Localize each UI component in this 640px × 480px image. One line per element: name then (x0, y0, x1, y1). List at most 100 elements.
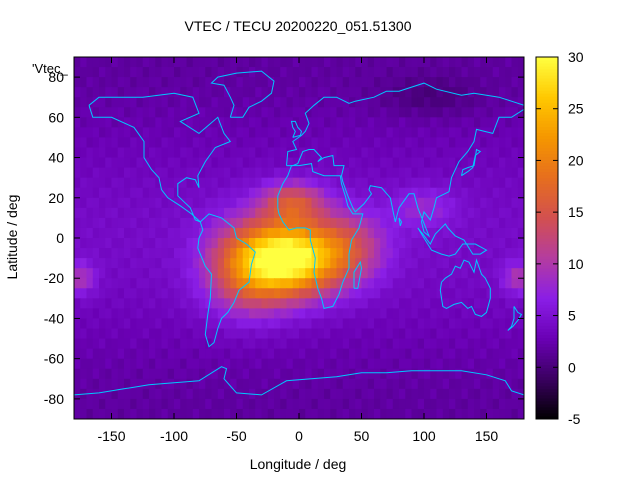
heatmap-cell (130, 308, 138, 320)
heatmap-cell (142, 278, 150, 289)
heatmap-cell (317, 157, 325, 169)
heatmap-cell (324, 308, 331, 320)
heatmap-cell (324, 137, 331, 149)
heatmap-cell (299, 67, 306, 78)
heatmap-cell (117, 398, 125, 410)
heatmap-cell (311, 308, 319, 320)
heatmap-cell (405, 117, 413, 128)
heatmap-cell (411, 77, 419, 88)
heatmap-cell (136, 408, 144, 419)
heatmap-cell (130, 147, 138, 159)
heatmap-cell (424, 408, 431, 419)
heatmap-cell (392, 207, 400, 219)
heatmap-cell (436, 67, 444, 78)
heatmap-cell (311, 318, 319, 330)
heatmap-cell (361, 167, 369, 179)
heatmap-cell (105, 388, 113, 400)
heatmap-cell (142, 248, 150, 259)
heatmap-cell (317, 398, 325, 410)
heatmap-cell (361, 378, 369, 390)
heatmap-cell (124, 197, 131, 209)
heatmap-cell (467, 167, 475, 179)
heatmap-cell (424, 177, 431, 189)
heatmap-cell (192, 348, 200, 360)
heatmap-cell (205, 217, 213, 229)
heatmap-cell (217, 348, 225, 360)
heatmap-cell (486, 177, 494, 189)
heatmap-cell (324, 358, 331, 370)
heatmap-cell (417, 378, 425, 390)
heatmap-cell (161, 308, 169, 320)
heatmap-cell (386, 408, 394, 419)
heatmap-cell (311, 187, 319, 199)
heatmap-cell (105, 227, 113, 239)
heatmap-cell (430, 408, 438, 419)
heatmap-cell (105, 348, 113, 360)
heatmap-cell (411, 167, 419, 179)
heatmap-cell (380, 197, 388, 209)
heatmap-cell (417, 288, 425, 299)
heatmap-cell (324, 328, 331, 340)
heatmap-cell (311, 77, 319, 88)
heatmap-cell (292, 167, 300, 179)
colorbar-segment (536, 171, 558, 176)
heatmap-cell (249, 348, 256, 360)
heatmap-cell (480, 117, 488, 128)
heatmap-cell (136, 67, 144, 78)
heatmap-cell (86, 197, 94, 209)
heatmap-cell (461, 298, 469, 309)
colorbar-segment (536, 153, 558, 158)
heatmap-cell (399, 127, 406, 139)
heatmap-cell (449, 258, 456, 269)
heatmap-cell (136, 57, 144, 68)
heatmap-cell (99, 97, 106, 108)
heatmap-cell (261, 67, 269, 78)
heatmap-cell (361, 137, 369, 149)
heatmap-cell (336, 298, 344, 309)
heatmap-cell (205, 107, 213, 118)
heatmap-cell (255, 328, 263, 340)
heatmap-cell (367, 87, 375, 98)
heatmap-cell (267, 358, 275, 370)
heatmap-cell (192, 368, 200, 380)
heatmap-cell (317, 288, 325, 299)
heatmap-cell (180, 408, 188, 419)
heatmap-cell (511, 248, 519, 259)
heatmap-cell (149, 77, 156, 88)
heatmap-cell (292, 127, 300, 139)
heatmap-cell (205, 197, 213, 209)
heatmap-cell (267, 137, 275, 149)
heatmap-cell (436, 107, 444, 118)
colorbar-segment (536, 283, 558, 287)
heatmap-cell (505, 207, 513, 219)
heatmap-cell (136, 197, 144, 209)
heatmap-cell (324, 227, 331, 239)
coastline-australia (439, 258, 491, 317)
heatmap-cell (380, 177, 388, 189)
heatmap-cell (205, 57, 213, 68)
colorbar-segment (536, 144, 558, 148)
colorbar-segment (536, 105, 558, 109)
heatmap-cell (274, 348, 281, 360)
heatmap-cell (92, 197, 100, 209)
heatmap-cell (474, 117, 481, 128)
heatmap-cell (392, 187, 400, 199)
heatmap-cell (161, 268, 169, 279)
heatmap-cell (417, 57, 425, 68)
heatmap-cell (99, 288, 106, 299)
heatmap-cell (324, 278, 331, 289)
heatmap-cell (336, 268, 344, 279)
heatmap-cell (367, 117, 375, 128)
heatmap-cell (405, 298, 413, 309)
heatmap-cell (142, 197, 150, 209)
heatmap-cell (324, 338, 331, 350)
heatmap-cell (336, 177, 344, 189)
heatmap-cell (442, 67, 450, 78)
heatmap-cell (342, 258, 350, 269)
heatmap-cell (249, 338, 256, 350)
heatmap-cell (355, 238, 363, 249)
heatmap-cell (174, 177, 181, 189)
heatmap-cell (517, 137, 524, 149)
heatmap-cell (361, 318, 369, 330)
heatmap-cell (280, 298, 288, 309)
